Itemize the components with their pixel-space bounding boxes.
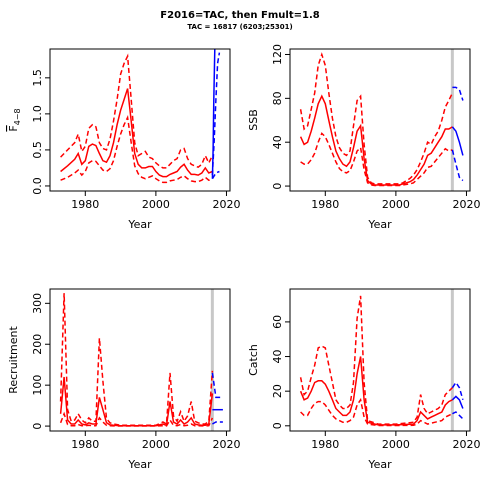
x-tick-label: 1980 <box>71 198 99 211</box>
y-tick-label: 0 <box>31 423 44 430</box>
plot-frame <box>49 288 231 432</box>
x-tick-label: 2020 <box>212 198 240 211</box>
panel-f: 1980 2000 2020 0.0 0.5 1.0 1.5 Year F4−8 <box>7 48 240 231</box>
x-tick-label: 2000 <box>382 438 410 451</box>
ssb-forecast-bound-line-5 <box>451 149 464 182</box>
y-tick-label: 300 <box>31 293 44 314</box>
y-axis-title-main: Catch <box>247 344 260 376</box>
y-tick-label: 40 <box>271 350 284 364</box>
x-tick-label: 2020 <box>452 438 480 451</box>
x-axis-title: Year <box>127 458 152 471</box>
y-axis-title: Recruitment <box>7 326 20 394</box>
recruitment-historical-bound-line-1 <box>59 293 214 427</box>
panel-recruitment: 1980 2000 2020 0 100 200 300 Year Recruitment <box>7 288 240 471</box>
f-historical-bound-line-1 <box>60 53 214 169</box>
x-tick-label: 2020 <box>452 198 480 211</box>
x-tick-label: 2000 <box>142 438 170 451</box>
y-tick-label: 120 <box>271 44 284 65</box>
y-axis-title: SSB <box>247 109 260 131</box>
figure-header: F2016=TAC, then Fmult=1.8 TAC = 16817 (6… <box>0 0 480 40</box>
ssb-forecast-estimate-line-3 <box>451 126 464 156</box>
catch-forecast-bound-line-5 <box>452 411 464 420</box>
y-tick-label: 1.0 <box>31 105 44 123</box>
y-tick-label: 0.5 <box>31 141 44 159</box>
x-tick-label: 1980 <box>311 198 339 211</box>
y-axis-title-main: F <box>7 125 20 131</box>
plot-frame <box>289 288 471 432</box>
f-forecast-bound-line-4 <box>211 52 221 176</box>
catch-historical-estimate-line-0 <box>299 356 453 426</box>
plot-frame <box>49 48 231 192</box>
x-tick-label: 2000 <box>382 198 410 211</box>
recruitment-historical-bound-line-2 <box>59 411 214 427</box>
x-tick-label: 2000 <box>142 198 170 211</box>
y-tick-label: 0.0 <box>31 177 44 195</box>
recruitment-historical-estimate-line-0 <box>59 376 214 427</box>
ssb-historical-bound-line-2 <box>300 132 453 187</box>
y-tick-label: 60 <box>271 315 284 329</box>
y-axis-title: F4−8 <box>7 108 22 131</box>
y-tick-label: 20 <box>271 384 284 398</box>
y-tick-label: 100 <box>31 375 44 396</box>
recruitment-forecast-bound-line-4 <box>211 372 223 399</box>
x-tick-label: 1980 <box>71 438 99 451</box>
y-tick-label: 40 <box>271 135 284 149</box>
y-axis-title-main: Recruitment <box>7 326 20 394</box>
x-axis-title: Year <box>127 218 152 231</box>
y-tick-label: 0 <box>271 183 284 190</box>
ssb-historical-estimate-line-0 <box>299 94 453 186</box>
figure-title: F2016=TAC, then Fmult=1.8 <box>160 10 320 21</box>
y-tick-label: 200 <box>31 334 44 355</box>
y-tick-label: 0 <box>271 422 284 429</box>
plot-frame <box>289 48 471 192</box>
x-tick-label: 2020 <box>212 438 240 451</box>
y-axis-title-main: SSB <box>247 109 260 131</box>
f-forecast-estimate-line-3 <box>211 49 216 179</box>
recruitment-forecast-bound-line-5 <box>212 421 223 425</box>
catch-historical-bound-line-2 <box>300 397 453 427</box>
f-historical-estimate-line-0 <box>60 88 213 178</box>
y-tick-label: 1.5 <box>31 69 44 87</box>
panel-ssb: 1980 2000 2020 0 40 80 120 Year SSB <box>247 44 480 231</box>
f-forecast-bound-line-5 <box>211 170 220 180</box>
panel-catch: 1980 2000 2020 0 20 40 60 Year Catch <box>247 288 480 471</box>
x-axis-title: Year <box>367 458 392 471</box>
x-tick-label: 1980 <box>311 438 339 451</box>
catch-historical-bound-line-1 <box>299 295 453 425</box>
catch-forecast-estimate-line-3 <box>451 395 464 409</box>
ssb-historical-bound-line-1 <box>299 52 454 185</box>
f-historical-bound-line-2 <box>60 114 213 184</box>
figure-subtitle: TAC = 16817 (6203;25301) <box>187 23 293 31</box>
catch-forecast-bound-line-4 <box>451 381 464 401</box>
y-axis-title-subscript: 4−8 <box>13 108 22 125</box>
y-tick-label: 80 <box>271 91 284 105</box>
y-axis-title: Catch <box>247 344 260 376</box>
x-axis-title: Year <box>367 218 392 231</box>
ssb-forecast-bound-line-4 <box>452 86 464 101</box>
